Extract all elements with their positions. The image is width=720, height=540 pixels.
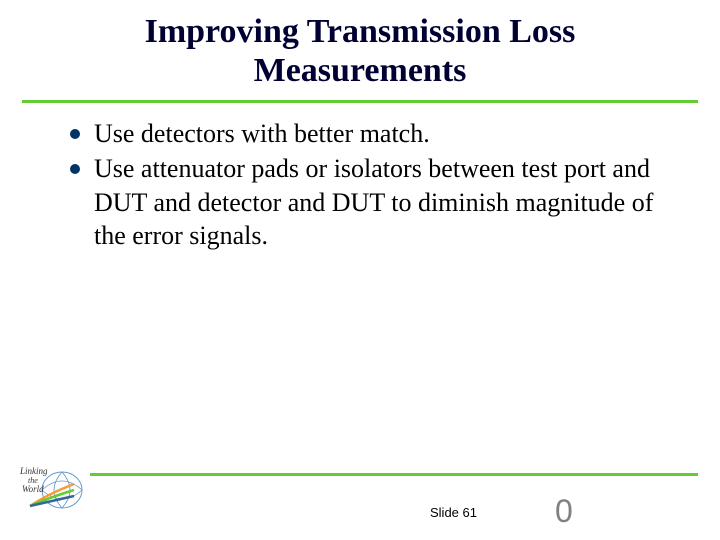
bullet-item: Use attenuator pads or isolators between… <box>70 152 670 252</box>
logo-linking-the-world: Linking the World <box>18 464 88 512</box>
corner-number: 0 <box>555 493 573 530</box>
bullet-text: Use attenuator pads or isolators between… <box>94 152 670 252</box>
footer-underline <box>90 473 698 476</box>
bullet-item: Use detectors with better match. <box>70 117 670 150</box>
bullet-icon <box>70 164 80 174</box>
slide-number: Slide 61 <box>430 505 477 520</box>
bullet-icon <box>70 129 80 139</box>
title-area: Improving Transmission Loss Measurements <box>0 0 720 100</box>
svg-text:World: World <box>22 484 44 494</box>
slide-title: Improving Transmission Loss Measurements <box>40 12 680 90</box>
svg-text:Linking: Linking <box>19 466 48 476</box>
bullet-text: Use detectors with better match. <box>94 117 430 150</box>
content-area: Use detectors with better match. Use att… <box>0 103 720 252</box>
